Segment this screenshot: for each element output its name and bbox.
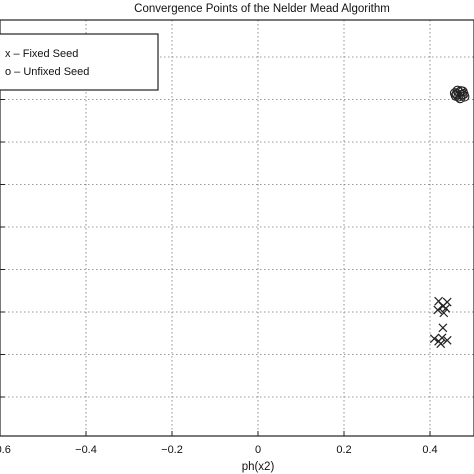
chart-title: Convergence Points of the Nelder Mead Al… [134, 3, 390, 15]
x-tick-label: −0.6 [0, 444, 11, 456]
point-x-marker [437, 333, 447, 343]
x-tick-label: 0.4 [422, 444, 437, 456]
point-x-marker [438, 323, 448, 333]
plot-frame [0, 19, 474, 437]
data-points [429, 85, 470, 349]
point-x-marker [433, 305, 443, 315]
legend-box [0, 33, 159, 91]
series-fixed-seed [429, 296, 452, 349]
x-tick-label: −0.4 [75, 444, 97, 456]
x-axis-ticks: −0.8−0.6−0.4−0.200.20.40.6 [0, 56, 438, 456]
x-tick-label: 0.2 [336, 444, 351, 456]
x-tick-label: 0 [255, 444, 261, 456]
x-axis-label: ph(x2) [242, 461, 275, 473]
point-o-marker [452, 85, 463, 96]
point-x-marker [439, 308, 449, 318]
grid-lines [0, 20, 474, 436]
series-unfixed-seed [449, 85, 470, 104]
point-x-marker [441, 303, 451, 313]
x-tick-label: −0.2 [161, 444, 183, 456]
point-o-marker [457, 86, 468, 97]
legend-entry-fixed-seed: x – Fixed Seed [5, 48, 78, 60]
point-x-marker [429, 334, 439, 344]
point-x-marker [442, 335, 452, 345]
legend-entry-unfixed-seed: o – Unfixed Seed [5, 66, 89, 78]
legend: x – Fixed Seed o – Unfixed Seed [0, 33, 159, 91]
